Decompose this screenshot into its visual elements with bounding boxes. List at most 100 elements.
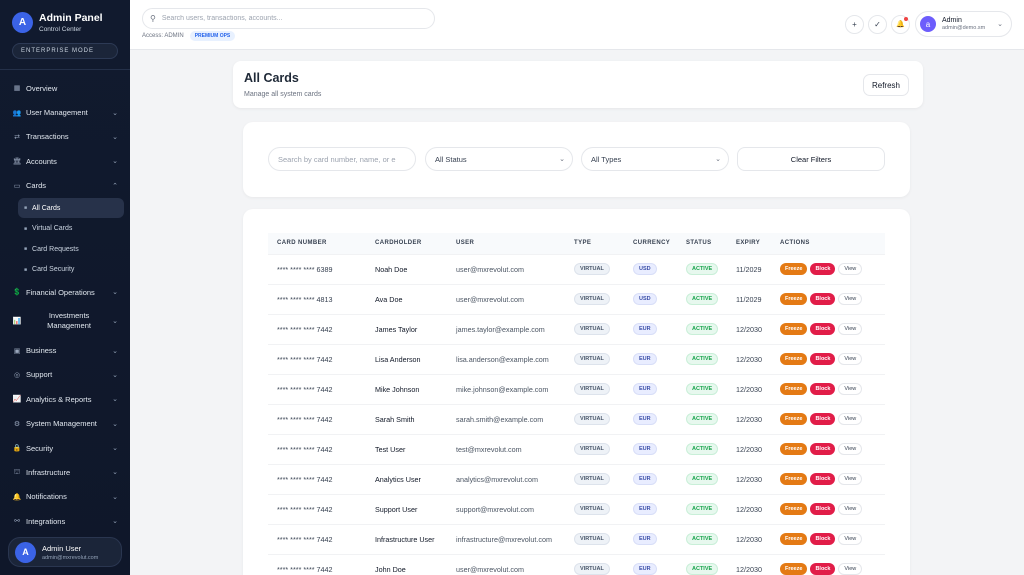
table-row: **** **** **** 7442 Test User test@mxrevol…	[268, 433, 885, 464]
expiry-date: 12/2030	[727, 373, 771, 404]
sidebar-item-overview[interactable]: ▦ Overview	[0, 76, 130, 100]
freeze-button[interactable]: Freeze	[780, 413, 808, 425]
block-button[interactable]: Block	[810, 413, 836, 425]
sidebar-subitem-virtual-cards[interactable]: ■ Virtual Cards	[18, 218, 124, 239]
global-search-input[interactable]	[161, 15, 412, 22]
sidebar-item-user-management[interactable]: 👥 User Management ⌄	[0, 100, 130, 124]
currency-cell: USD	[624, 283, 677, 314]
brand-logo: A	[12, 12, 33, 33]
freeze-button[interactable]: Freeze	[780, 323, 808, 335]
status-badge: ACTIVE	[686, 473, 719, 485]
sidebar-item-analytics-reports[interactable]: 📈 Analytics & Reports ⌄	[0, 387, 130, 411]
sidebar-subitem-all-cards[interactable]: ■ All Cards	[18, 197, 124, 219]
sidebar-item-label: Notifications	[26, 492, 67, 502]
freeze-button[interactable]: Freeze	[780, 473, 808, 485]
view-button[interactable]: View	[838, 473, 863, 485]
freeze-button[interactable]: Freeze	[780, 293, 808, 305]
view-button[interactable]: View	[838, 263, 863, 275]
filters-panel: All Status ⌄ All Types ⌄ Clear Filters	[243, 122, 910, 197]
cardholder-name: Noah Doe	[366, 253, 447, 284]
view-button[interactable]: View	[838, 503, 863, 515]
sidebar-item-label: Overview	[26, 83, 58, 93]
chevron-down-icon: ⌄	[112, 289, 118, 297]
sidebar-item-notifications[interactable]: 🔔 Notifications ⌄	[0, 485, 130, 509]
sidebar-item-support[interactable]: ◎ Support ⌄	[0, 363, 130, 387]
bell-icon: 🔔	[896, 21, 905, 28]
view-button[interactable]: View	[838, 443, 863, 455]
freeze-button[interactable]: Freeze	[780, 533, 808, 545]
notifications-button[interactable]: 🔔	[891, 14, 910, 34]
actions-cell: Freeze Block View	[771, 553, 885, 575]
sidebar-item-label: Security	[26, 443, 54, 453]
block-button[interactable]: Block	[810, 263, 836, 275]
status-select[interactable]: All Status ⌄	[425, 147, 573, 171]
block-button[interactable]: Block	[810, 563, 836, 575]
sidebar-item-accounts[interactable]: 🏛 Accounts ⌄	[0, 149, 130, 173]
refresh-button[interactable]: Refresh	[863, 74, 909, 96]
block-button[interactable]: Block	[810, 323, 836, 335]
view-button[interactable]: View	[838, 413, 863, 425]
sidebar-item-security[interactable]: 🔒 Security ⌄	[0, 436, 130, 460]
sidebar-subitem-card-security[interactable]: ■ Card Security	[18, 259, 124, 280]
currency-cell: EUR	[624, 373, 677, 404]
block-button[interactable]: Block	[810, 503, 836, 515]
freeze-button[interactable]: Freeze	[780, 443, 808, 455]
sidebar-subitem-card-requests[interactable]: ■ Card Requests	[18, 239, 124, 260]
chart-icon: 📊	[12, 318, 22, 326]
table-row: **** **** **** 6389 Noah Doe user@mxrevolu…	[268, 253, 885, 284]
block-button[interactable]: Block	[810, 473, 836, 485]
clear-filters-button[interactable]: Clear Filters	[737, 147, 885, 171]
sidebar-nav: ▦ Overview 👥 User Management ⌄ ⇄ Transac…	[0, 76, 130, 533]
cardholder-name: Infrastructure User	[366, 523, 447, 554]
admin-menu[interactable]: a Admin admin@demo.sm ⌄	[915, 11, 1012, 37]
tasks-button[interactable]: ✓	[868, 14, 887, 34]
type-select[interactable]: All Types ⌄	[581, 147, 729, 171]
expiry-date: 12/2030	[727, 553, 771, 575]
freeze-button[interactable]: Freeze	[780, 353, 808, 365]
block-button[interactable]: Block	[810, 293, 836, 305]
sidebar-user-card[interactable]: A Admin User admin@mxrevolut.com	[8, 537, 122, 567]
sidebar-item-business[interactable]: ▣ Business ⌄	[0, 338, 130, 362]
card-search-input[interactable]	[278, 154, 403, 164]
freeze-button[interactable]: Freeze	[780, 503, 808, 515]
card-number: **** **** **** 7442	[268, 373, 366, 404]
premium-badge: PREMIUM OPS	[189, 31, 236, 41]
add-button[interactable]: +	[845, 14, 864, 34]
status-cell: ACTIVE	[677, 373, 727, 404]
view-button[interactable]: View	[838, 563, 863, 575]
type-cell: VIRTUAL	[565, 373, 624, 404]
sidebar-item-integrations[interactable]: ⚯ Integrations ⌄	[0, 509, 130, 533]
user-email: user@mxrevolut.com	[447, 553, 565, 575]
sidebar-item-cards[interactable]: ▭ Cards ⌃	[0, 174, 130, 198]
user-email: infrastructure@mxrevolut.com	[447, 523, 565, 554]
freeze-button[interactable]: Freeze	[780, 263, 808, 275]
sidebar-item-investments-management[interactable]: 📊 Investments Management ⌄	[0, 304, 130, 338]
view-button[interactable]: View	[838, 353, 863, 365]
transfer-icon: ⇄	[14, 133, 20, 141]
sidebar-item-label: Analytics & Reports	[26, 394, 92, 404]
sidebar-item-financial-operations[interactable]: 💲 Financial Operations ⌄	[0, 280, 130, 304]
status-select-value: All Status	[435, 154, 467, 164]
block-button[interactable]: Block	[810, 353, 836, 365]
chevron-up-icon: ⌃	[112, 182, 118, 190]
bell-icon: 🔔	[12, 493, 22, 501]
sidebar-item-transactions[interactable]: ⇄ Transactions ⌄	[0, 125, 130, 149]
view-button[interactable]: View	[838, 293, 863, 305]
currency-cell: USD	[624, 253, 677, 284]
currency-cell: EUR	[624, 403, 677, 434]
page-title: All Cards	[244, 71, 299, 85]
avatar: a	[920, 16, 936, 32]
currency-cell: EUR	[624, 523, 677, 554]
view-button[interactable]: View	[838, 533, 863, 545]
status-cell: ACTIVE	[677, 253, 727, 284]
block-button[interactable]: Block	[810, 383, 836, 395]
freeze-button[interactable]: Freeze	[780, 383, 808, 395]
sidebar-item-infrastructure[interactable]: ⛫ Infrastructure ⌄	[0, 460, 130, 484]
freeze-button[interactable]: Freeze	[780, 563, 808, 575]
view-button[interactable]: View	[838, 323, 863, 335]
avatar: A	[15, 541, 36, 563]
view-button[interactable]: View	[838, 383, 863, 395]
block-button[interactable]: Block	[810, 533, 836, 545]
sidebar-item-system-management[interactable]: ⚙ System Management ⌄	[0, 412, 130, 436]
block-button[interactable]: Block	[810, 443, 836, 455]
